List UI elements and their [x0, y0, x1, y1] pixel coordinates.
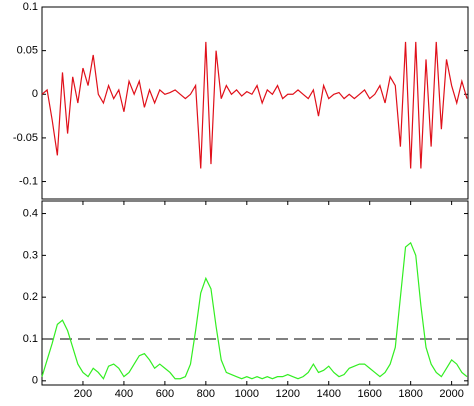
data-line: [41, 241, 468, 380]
axes-box: [41, 6, 469, 200]
x-tick-label: 1200: [276, 388, 300, 400]
x-tick-label: 1400: [316, 388, 340, 400]
y-tick-label: 0: [32, 375, 38, 387]
y-tick-label: -0.05: [13, 132, 38, 144]
x-tick-label: 200: [74, 388, 92, 400]
y-tick-label: -0.1: [19, 175, 38, 187]
axes-box: [41, 200, 469, 386]
data-line: [41, 41, 468, 169]
x-tick-label: 600: [156, 388, 174, 400]
x-tick-label: 800: [197, 388, 215, 400]
y-tick-label: 0.3: [23, 249, 38, 261]
x-tick-label: 2000: [439, 388, 463, 400]
y-tick-label: 0.2: [23, 291, 38, 303]
x-tick-label: 1600: [357, 388, 381, 400]
y-tick-label: 0: [32, 88, 38, 100]
y-tick-label: 0.05: [17, 45, 38, 57]
x-tick-label: 1000: [235, 388, 259, 400]
x-tick-label: 1800: [398, 388, 422, 400]
x-tick-label: 400: [115, 388, 133, 400]
y-tick-label: 0.1: [23, 333, 38, 345]
y-tick-label: 0.1: [23, 1, 38, 13]
y-tick-label: 0.4: [23, 207, 38, 219]
